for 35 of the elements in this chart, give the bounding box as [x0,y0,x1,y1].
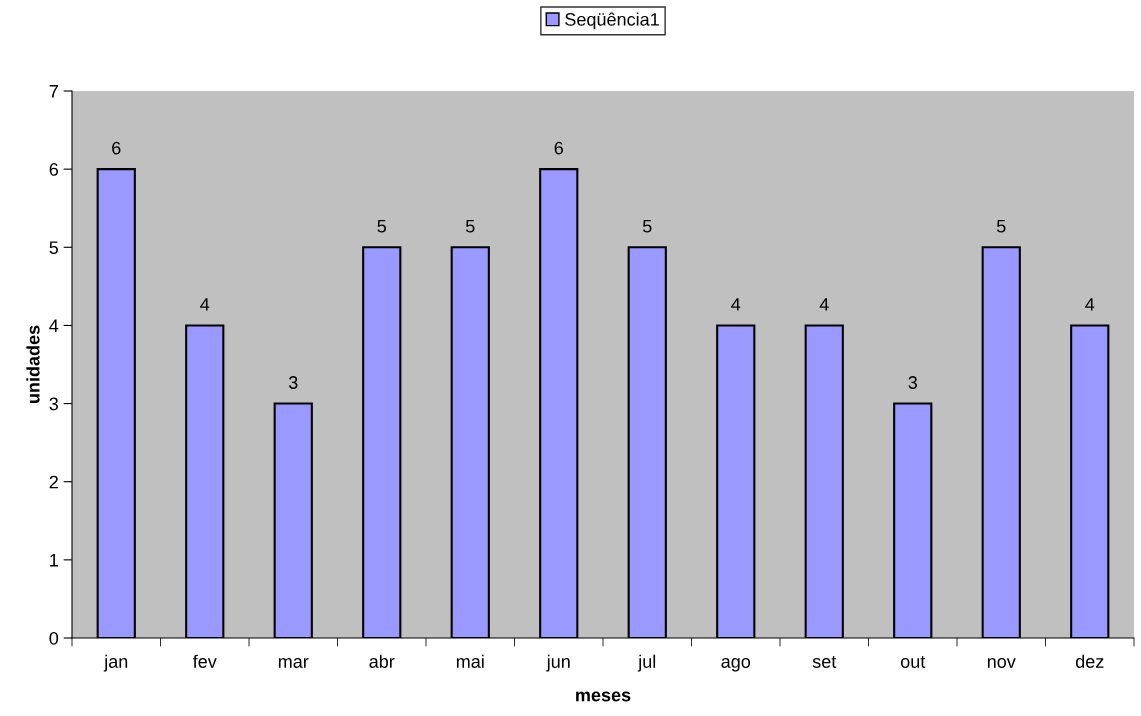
y-tick-label: 6 [49,163,59,176]
y-tick-label: 4 [49,319,59,332]
data-label: 5 [465,220,475,233]
x-tick-label: abr [369,654,395,668]
data-label: 5 [377,220,387,233]
data-label: 4 [200,298,210,311]
x-tick-label: jul [637,654,656,672]
legend-label: Seqüência1 [565,12,659,30]
y-tick-label: 3 [49,397,59,411]
x-tick-label: out [900,656,926,668]
data-label: 3 [908,376,917,389]
data-label: 5 [996,220,1006,233]
data-label: 6 [112,141,121,155]
y-tick-label: 0 [49,631,59,645]
y-tick-label: 7 [49,85,58,98]
x-tick-label: jan [103,654,128,672]
x-tick-label: mar [278,658,309,668]
x-axis-title: meses [576,691,631,702]
data-label: 6 [554,141,563,155]
data-label: 3 [288,376,298,389]
x-tick-label: fev [192,654,217,668]
data-label: 4 [1085,298,1095,311]
data-label: 5 [642,220,652,233]
x-tick-label: nov [987,658,1016,668]
x-tick-label: jun [546,654,570,672]
x-tick-label: ago [721,658,751,672]
y-tick-label: 1 [50,553,58,567]
y-axis-title: unidades [26,325,40,403]
data-label: 4 [819,298,829,311]
x-tick-label: mai [456,654,484,668]
y-tick-label: 5 [49,241,59,255]
y-tick-label: 2 [49,475,58,489]
x-tick-label: set [812,656,837,668]
x-tick-label: dez [1075,654,1104,668]
data-label: 4 [731,298,741,311]
